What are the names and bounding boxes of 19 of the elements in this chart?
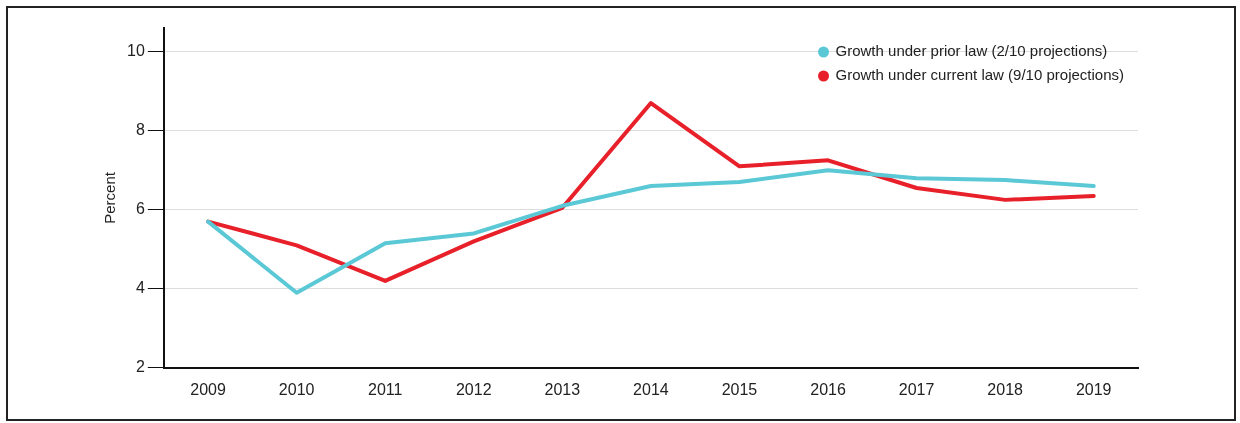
- x-tick-label: 2018: [987, 380, 1024, 398]
- y-tick-label: 4: [135, 279, 145, 297]
- x-tick-label: 2014: [633, 380, 669, 398]
- legend-label: Growth under prior law (2/10 projections): [835, 42, 1108, 60]
- x-tick-label: 2015: [721, 380, 758, 398]
- x-tick-label: 2009: [190, 380, 226, 398]
- y-tick-label: 8: [135, 121, 145, 139]
- legend-label: Growth under current law (9/10 projections): [835, 66, 1124, 84]
- y-tick-label: 10: [127, 42, 145, 60]
- x-tick-label: 2011: [368, 380, 403, 398]
- y-axis-title: Percent: [101, 171, 119, 224]
- y-tick-label: 2: [135, 358, 145, 376]
- x-tick-label: 2017: [898, 380, 935, 398]
- y-tick-label: 6: [135, 200, 145, 218]
- x-tick-label: 2010: [278, 380, 315, 398]
- x-tick-label: 2016: [810, 380, 846, 398]
- x-tick-label: 2019: [1075, 380, 1112, 398]
- x-tick-label: 2012: [455, 380, 492, 398]
- x-tick-label: 2013: [544, 380, 581, 398]
